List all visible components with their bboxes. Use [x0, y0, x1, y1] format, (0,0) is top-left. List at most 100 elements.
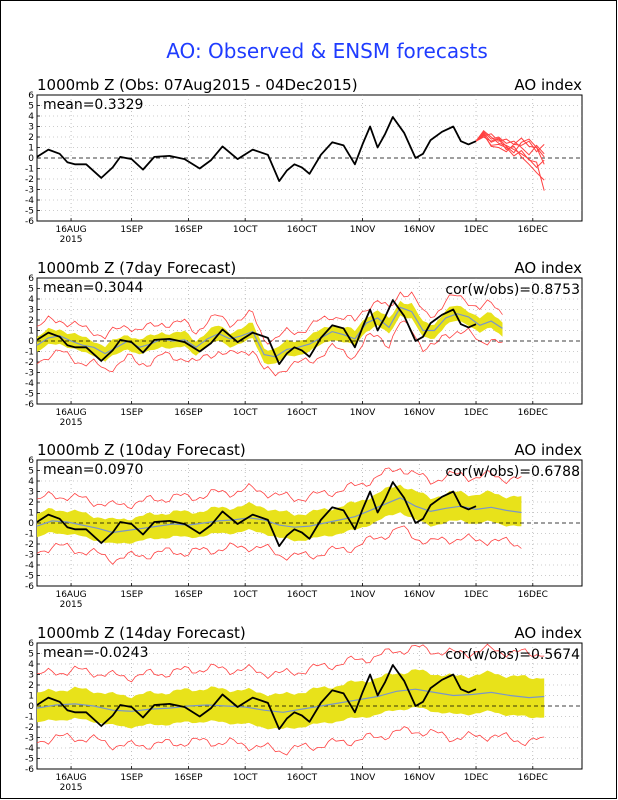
spread-upper-line	[37, 643, 545, 683]
x-tick-label: 16DEC	[518, 225, 548, 235]
index-label: AO index	[514, 76, 582, 94]
observed-line	[36, 116, 477, 183]
spread-band	[37, 669, 545, 730]
y-tick-label: -1	[25, 348, 34, 358]
x-tick-label: 16NOV	[404, 408, 436, 418]
spread-lower-line	[36, 525, 522, 565]
mean-label: mean=0.0970	[43, 462, 143, 478]
x-tick-label: 16AUG	[55, 590, 86, 600]
correlation-label: cor(w/obs)=0.5674	[445, 647, 580, 663]
y-tick-label: -6	[25, 765, 34, 775]
y-tick-label: -3	[25, 551, 34, 561]
correlation-label: cor(w/obs)=0.8753	[445, 282, 580, 298]
chart-panel-4: 1000mb Z (14day Forecast) AO index -6-5-4 -…	[25, 624, 583, 793]
y-tick-label: 6	[28, 91, 34, 101]
spread-lower-line	[36, 726, 545, 756]
index-label: AO index	[514, 259, 582, 277]
index-label: AO index	[514, 441, 582, 459]
y-tick-label: 5	[28, 650, 34, 660]
observed-line	[36, 664, 477, 730]
x-tick-label: 16NOV	[404, 590, 436, 600]
y-tick-label: -2	[25, 723, 34, 733]
y-tick-label: 2	[28, 498, 34, 508]
x-tick-label: 16NOV	[404, 225, 436, 235]
panel-title: 1000mb Z (10day Forecast)	[37, 441, 246, 459]
y-tick-label: 2	[28, 133, 34, 143]
x-tick-label: 16OCT	[287, 773, 318, 783]
correlation-label: cor(w/obs)=0.6788	[445, 464, 580, 480]
y-tick-label: 1	[28, 144, 34, 154]
y-tick-label: -5	[25, 755, 34, 765]
x-tick-label: 1DEC	[464, 773, 489, 783]
chart-panel-3: 1000mb Z (10day Forecast) AO index-6-5-4-…	[25, 441, 583, 610]
x-tick-label: 16DEC	[518, 590, 548, 600]
spread-upper-line	[36, 467, 522, 510]
x-tick-label: 1OCT	[233, 225, 258, 235]
chart-panel-2: 1000mb Z (7day Forecast) AO index -6-5-4-3…	[25, 259, 583, 428]
x-tick-label: 16AUG	[55, 773, 86, 783]
x-tick-label: 1OCT	[233, 590, 258, 600]
chart-panels: 1000mb Z (Obs: 07Aug2015 - 04Dec2015) AO …	[25, 76, 583, 793]
y-tick-label: 4	[28, 112, 34, 122]
y-tick-label: -4	[25, 196, 34, 206]
y-tick-label: 1	[28, 692, 34, 702]
y-tick-label: 4	[28, 660, 34, 670]
ensemble-mean-line	[36, 497, 522, 534]
y-tick-label: -5	[25, 572, 34, 582]
x-tick-label: 1SEP	[120, 225, 143, 235]
y-tick-label: -6	[25, 217, 34, 227]
mean-label: mean=0.3329	[43, 97, 143, 113]
y-tick-label: -2	[25, 175, 34, 185]
y-tick-label: 3	[28, 306, 34, 316]
y-tick-label: 0	[28, 519, 34, 529]
x-tick-label: 1NOV	[350, 590, 376, 600]
x-tick-label: 1SEP	[120, 590, 143, 600]
y-tick-label: -5	[25, 207, 34, 217]
x-tick-label: 1NOV	[350, 773, 376, 783]
forecast-member-line-7	[475, 136, 545, 158]
y-tick-label: -4	[25, 379, 34, 389]
y-tick-label: 2	[28, 681, 34, 691]
chart-panel-1: 1000mb Z (Obs: 07Aug2015 - 04Dec2015) AO …	[25, 76, 583, 245]
x-tick-label: 1OCT	[233, 408, 258, 418]
figure-title: AO: Observed & ENSM forecasts	[166, 39, 488, 63]
x-tick-label: 16NOV	[404, 773, 436, 783]
panel-title: 1000mb Z (Obs: 07Aug2015 - 04Dec2015)	[37, 76, 358, 94]
y-tick-label: -4	[25, 744, 34, 754]
mean-label: mean=0.3044	[43, 280, 144, 296]
x-tick-label: 16AUG	[55, 408, 86, 418]
x-tick-label: 16OCT	[287, 590, 318, 600]
y-tick-label: 1	[28, 327, 34, 337]
x-tick-label: 1DEC	[464, 590, 489, 600]
x-tick-label: 1NOV	[350, 408, 376, 418]
y-tick-label: 2	[28, 316, 34, 326]
y-tick-label: 3	[28, 123, 34, 133]
y-tick-label: -2	[25, 358, 34, 368]
x-tick-year: 2015	[60, 418, 83, 428]
panel-title: 1000mb Z (14day Forecast)	[37, 624, 246, 642]
y-tick-label: -6	[25, 582, 34, 592]
x-tick-label: 1SEP	[120, 408, 143, 418]
y-tick-label: 4	[28, 295, 34, 305]
y-tick-label: 5	[28, 102, 34, 112]
x-tick-year: 2015	[60, 235, 83, 245]
index-label: AO index	[514, 624, 582, 642]
y-tick-label: 6	[28, 274, 34, 284]
y-tick-label: -5	[25, 390, 34, 400]
x-tick-label: 16SEP	[174, 408, 203, 418]
x-tick-label: 16OCT	[287, 408, 318, 418]
x-tick-year: 2015	[60, 600, 83, 610]
y-tick-label: 5	[28, 285, 34, 295]
x-tick-label: 1OCT	[233, 773, 258, 783]
y-tick-label: 3	[28, 488, 34, 498]
y-tick-label: 0	[28, 154, 34, 164]
y-tick-label: -1	[25, 165, 34, 175]
x-tick-label: 16AUG	[55, 225, 86, 235]
observed-line	[36, 299, 477, 366]
y-tick-label: 6	[28, 456, 34, 466]
spread-lower-line	[36, 320, 503, 377]
x-tick-year: 2015	[60, 783, 83, 793]
y-tick-label: 0	[28, 337, 34, 347]
mean-label: mean=-0.0243	[43, 645, 148, 661]
